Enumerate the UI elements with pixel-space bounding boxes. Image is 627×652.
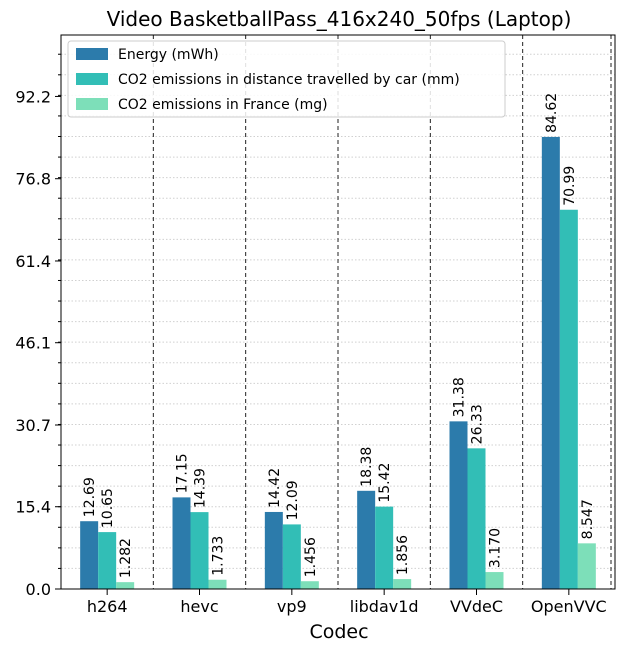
legend-swatch xyxy=(76,73,108,85)
y-tick-label: 30.7 xyxy=(15,416,51,435)
y-tick-label: 61.4 xyxy=(15,252,51,271)
bar-value-label: 8.547 xyxy=(580,499,596,539)
bar xyxy=(98,532,117,589)
bar xyxy=(467,448,486,589)
bar xyxy=(282,524,301,589)
bar xyxy=(449,421,468,589)
bar-value-label: 1.733 xyxy=(211,536,227,576)
bars xyxy=(80,136,596,589)
bar xyxy=(375,506,394,589)
bar-value-label: 70.99 xyxy=(562,166,578,206)
plot-frame xyxy=(60,34,616,590)
x-tick-label: hevc xyxy=(180,597,218,616)
bar xyxy=(300,581,319,589)
bar xyxy=(485,572,504,589)
chart-title: Video BasketballPass_416x240_50fps (Lapt… xyxy=(107,7,572,31)
x-tick-label: libdav1d xyxy=(350,597,419,616)
bar-value-label: 17.15 xyxy=(175,453,191,493)
bar xyxy=(208,579,227,589)
bar-value-label: 84.62 xyxy=(544,93,560,133)
bar xyxy=(559,209,578,589)
bar-value-label: 1.282 xyxy=(118,538,134,578)
legend-label: CO2 emissions in France (mg) xyxy=(118,97,328,113)
bar-value-label: 14.42 xyxy=(267,468,283,508)
y-axis-ticks: 0.0 15.4 30.7 46.1 61.4 76.8 92.2 xyxy=(15,53,61,599)
y-tick-label: 92.2 xyxy=(15,87,51,106)
bar xyxy=(190,512,209,589)
y-tick-label: 76.8 xyxy=(15,170,51,189)
category-dividers xyxy=(152,35,612,589)
x-axis-label: Codec xyxy=(309,621,368,643)
bar xyxy=(116,582,135,589)
bar-value-label: 14.39 xyxy=(193,468,209,508)
bar xyxy=(172,497,191,589)
x-tick-label: vp9 xyxy=(277,597,307,616)
bar-value-label: 26.33 xyxy=(470,404,486,444)
y-tick-label: 46.1 xyxy=(15,334,51,353)
y-tick-label: 15.4 xyxy=(15,498,51,517)
x-tick-label: VVdeC xyxy=(450,597,503,616)
legend: Energy (mWh) CO2 emissions in distance tr… xyxy=(67,40,506,118)
bar xyxy=(357,490,376,589)
x-tick-label: OpenVVC xyxy=(531,597,607,616)
bar xyxy=(577,543,596,589)
bar-value-label: 12.09 xyxy=(285,480,301,520)
bar-value-label: 3.170 xyxy=(488,528,504,568)
bar xyxy=(264,511,283,589)
legend-box xyxy=(67,40,506,118)
bar-value-label: 1.856 xyxy=(395,535,411,575)
bar-value-label: 18.38 xyxy=(359,447,375,487)
x-tick-label: h264 xyxy=(87,597,128,616)
x-axis-ticks: h264 hevc vp9 libdav1d VVdeC OpenVVC xyxy=(87,589,607,616)
bar-value-label: 31.38 xyxy=(452,377,468,417)
bar-value-label: 15.42 xyxy=(377,463,393,503)
bar xyxy=(393,579,412,589)
bar-value-labels: 12.69 17.15 14.42 18.38 31.38 84.62 10.65 14.39… xyxy=(82,93,596,578)
legend-label: CO2 emissions in distance travelled by c… xyxy=(118,72,460,88)
bar-value-label: 12.69 xyxy=(82,477,98,517)
legend-label: Energy (mWh) xyxy=(118,47,219,63)
y-tick-label: 0.0 xyxy=(26,580,51,599)
legend-swatch xyxy=(76,48,108,60)
legend-swatch xyxy=(76,98,108,110)
bar xyxy=(541,136,560,589)
bar-value-label: 1.456 xyxy=(303,537,319,577)
bar xyxy=(80,521,99,589)
bar-value-label: 10.65 xyxy=(100,488,116,528)
